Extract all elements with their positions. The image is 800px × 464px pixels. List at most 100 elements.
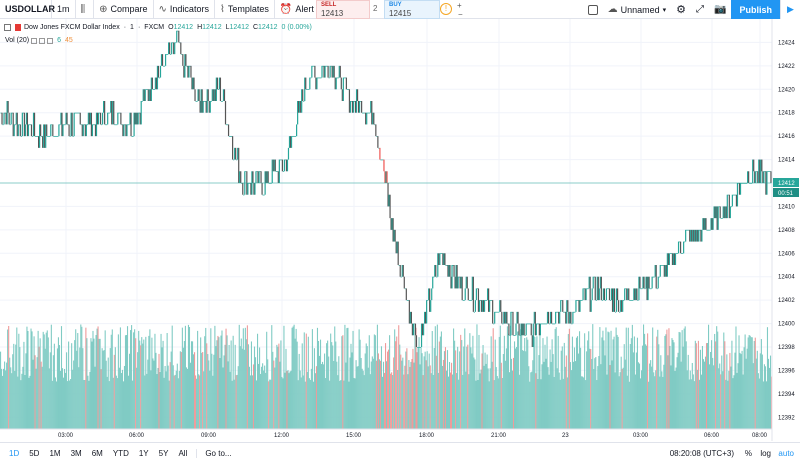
percent-toggle[interactable]: %	[744, 449, 752, 458]
volume-bar	[344, 324, 346, 429]
volume-bar	[445, 370, 448, 429]
snapshot-button[interactable]: 📷	[709, 0, 731, 19]
volume-bar	[704, 356, 707, 429]
volume-bar	[105, 360, 107, 429]
volume-bar	[527, 339, 529, 429]
price-axis[interactable]: 12424 12422 12420 12418 12416 12414 12412 12410…	[771, 19, 799, 441]
minus-icon[interactable]: −	[458, 10, 463, 19]
volume-bar	[301, 343, 303, 429]
goto-button[interactable]: Go to...	[196, 449, 239, 458]
volume-bar	[686, 370, 688, 429]
cloud-icon: ☁	[607, 4, 618, 15]
layout-name-button[interactable]: ☁ Unnamed ▾	[603, 0, 672, 19]
indicators-button[interactable]: ∿ Indicators	[154, 0, 215, 19]
volume-bar	[713, 365, 715, 429]
volume-bar	[460, 334, 462, 429]
templates-button[interactable]: ⌇ Templates	[215, 0, 275, 19]
volume-bar	[557, 335, 559, 429]
volume-bar	[746, 348, 748, 429]
volume-bar	[23, 341, 25, 429]
symbol-search[interactable]: USDOLLAR	[0, 0, 55, 19]
compare-button[interactable]: ⊕ Compare	[94, 0, 154, 19]
volume-bar	[743, 347, 745, 429]
clock-readout[interactable]: 08:20:08 (UTC+3)	[669, 449, 734, 458]
volume-bar	[65, 372, 67, 429]
alert-label: Alert	[295, 4, 314, 14]
volume-bar	[475, 380, 477, 429]
volume-bar	[124, 335, 127, 429]
range-5y[interactable]: 5Y	[158, 449, 169, 458]
sell-button[interactable]: SELL 12413	[316, 0, 370, 19]
log-toggle[interactable]: log	[760, 449, 771, 458]
volume-bar	[731, 340, 733, 429]
range-1d[interactable]: 1D	[9, 449, 20, 458]
volume-bar	[403, 374, 405, 429]
select-layout-button[interactable]	[583, 0, 603, 19]
volume-bar	[549, 349, 551, 429]
volume-bar	[371, 356, 373, 429]
volume-bar	[359, 339, 361, 429]
volume-bar	[326, 343, 328, 429]
close-small-icon[interactable]	[47, 37, 54, 44]
volume-bar	[49, 352, 51, 429]
volume-bar	[622, 367, 624, 429]
volume-bar	[634, 374, 636, 429]
chart-style-button[interactable]: ⫼	[76, 0, 95, 19]
volume-bar	[535, 373, 537, 429]
volume-bar	[398, 325, 400, 429]
volume-bar	[176, 363, 178, 429]
volume-bar	[248, 366, 250, 429]
range-1m[interactable]: 1M	[49, 449, 61, 458]
volume-bar	[628, 381, 630, 429]
volume-bar	[569, 362, 571, 429]
volume-bar	[469, 333, 471, 429]
range-3m[interactable]: 3M	[70, 449, 82, 458]
volume-bar	[633, 336, 635, 429]
volume-bar	[534, 336, 536, 429]
chart-area[interactable]: 12424 12422 12420 12418 12416 12414 12412 12410…	[0, 19, 800, 464]
play-button[interactable]: ▶	[780, 0, 800, 19]
volume-bar	[519, 374, 521, 429]
time-tick-label: 09:00	[201, 433, 217, 439]
volume-bar	[3, 368, 5, 429]
volume-bar	[0, 351, 2, 429]
volume-bar	[599, 327, 601, 429]
buy-button[interactable]: BUY 12415	[384, 0, 440, 19]
collapse-icon[interactable]	[4, 24, 11, 31]
range-6m[interactable]: 6M	[91, 449, 103, 458]
volume-bar	[639, 378, 642, 429]
volume-bar	[503, 335, 505, 429]
volume-bar	[653, 372, 655, 429]
publish-button[interactable]: Publish	[731, 0, 780, 19]
range-ytd[interactable]: YTD	[112, 449, 129, 458]
legend-interval: 1	[130, 24, 134, 31]
plus-icon[interactable]: +	[457, 1, 462, 10]
range-1y[interactable]: 1Y	[138, 449, 149, 458]
price-tick-label: 12396	[778, 368, 795, 374]
volume-bar	[213, 354, 215, 429]
volume-bar	[672, 339, 674, 429]
volume-bar	[335, 341, 337, 429]
volume-bar	[603, 340, 605, 429]
settings-button[interactable]: ⚙	[671, 0, 691, 19]
volume-bar	[223, 355, 225, 429]
warning-icon[interactable]: !	[440, 3, 452, 15]
range-all[interactable]: All	[178, 449, 188, 458]
volume-bar	[35, 368, 37, 429]
volume-bar	[697, 340, 699, 429]
volume-bar	[61, 368, 64, 429]
auto-toggle[interactable]: auto	[778, 449, 794, 458]
volume-bar	[84, 380, 86, 429]
fullscreen-button[interactable]: ⤢	[691, 0, 709, 19]
settings-small-icon[interactable]	[39, 37, 46, 44]
interval-button[interactable]: 1m	[52, 0, 76, 19]
volume-bar	[762, 381, 764, 429]
alert-button[interactable]: ⏰ Alert	[275, 0, 320, 19]
eye-icon[interactable]	[31, 37, 38, 44]
volume-bar	[33, 336, 35, 429]
volume-bar	[742, 374, 744, 429]
range-5d[interactable]: 5D	[29, 449, 40, 458]
volume-bar	[20, 380, 22, 429]
time-axis[interactable]: 03:00 06:00 09:00 12:00 15:00 18:00 21:00 23 03:…	[0, 428, 772, 439]
volume-bar	[612, 339, 614, 429]
